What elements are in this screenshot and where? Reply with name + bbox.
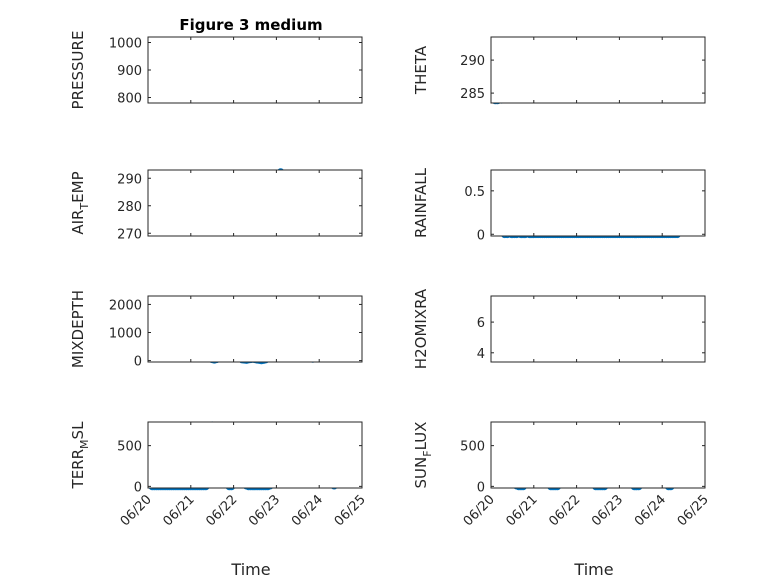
axes-frame	[147, 295, 363, 363]
x-axis-label-left: Time	[230, 560, 270, 579]
subplot-1: 800 900 1000 PRESSURE	[69, 31, 363, 110]
y-axis-label: H2OMIXRA	[412, 288, 430, 369]
axes-frame	[490, 36, 706, 104]
x-tick-label: 06/20	[118, 492, 155, 529]
y-tick-label: 6	[477, 316, 485, 331]
y-tick-label: 290	[117, 172, 142, 187]
subplot-6: 4 6 H2OMIXRA	[412, 288, 706, 369]
y-tick-label: 290	[460, 54, 485, 69]
y-tick-label: 1000	[109, 327, 142, 342]
y-tick-label: 4	[477, 347, 485, 362]
y-tick-label: 1000	[109, 37, 142, 52]
subplot-8: 0 500 06/20 06/21 06/22 06/23 06/24 06/25 SUNFLU…	[412, 421, 712, 529]
x-tick-label: 06/21	[161, 492, 198, 529]
y-tick-label: 285	[460, 87, 485, 102]
axes-frame	[490, 295, 706, 363]
axes-frame	[147, 421, 363, 489]
x-tick-label: 06/22	[203, 492, 240, 529]
x-tick-label: 06/22	[546, 492, 583, 529]
subplot-5: 0 1000 2000 MIXDEPTH	[69, 290, 363, 370]
y-axis-label: MIXDEPTH	[69, 290, 87, 368]
y-axis-label: RAINFALL	[412, 167, 430, 238]
x-tick-label: 06/25	[675, 492, 712, 529]
x-tick-label: 06/23	[589, 492, 626, 529]
y-tick-label: 900	[117, 64, 142, 79]
x-tick-label: 06/24	[289, 492, 326, 529]
axes-frame	[147, 36, 363, 104]
y-tick-label: 0	[477, 480, 485, 495]
y-tick-label: 500	[117, 440, 142, 455]
y-tick-label: 0	[134, 480, 142, 495]
y-axis-label: AIRTEMP	[69, 171, 91, 234]
y-tick-label: 270	[117, 227, 142, 242]
x-tick-label: 06/25	[332, 492, 369, 529]
y-axis-label: PRESSURE	[69, 31, 87, 110]
subplot-7: 0 500 06/20 06/21 06/22 06/23 06/24 06/25 TERRMS…	[69, 421, 369, 529]
y-tick-label: 0	[134, 355, 142, 370]
axes-frame	[147, 169, 363, 237]
y-tick-label: 500	[460, 440, 485, 455]
y-axis-label: TERRMSL	[69, 421, 91, 490]
y-tick-label: 280	[117, 200, 142, 215]
x-tick-label: 06/24	[632, 492, 669, 529]
y-tick-label: 800	[117, 92, 142, 107]
subplot-3: 270 280 290 AIRTEMP	[69, 168, 363, 242]
y-tick-label: 2000	[109, 298, 142, 313]
axes-frame	[490, 169, 706, 237]
y-tick-label: 0.5	[464, 185, 485, 200]
y-tick-label: 0	[477, 228, 485, 243]
x-tick-label: 06/20	[461, 492, 498, 529]
y-axis-label: SUNFLUX	[412, 422, 434, 489]
subplot-grid: 800 900 1000 PRESSURE 285 290 THETA 270 280 290 AI…	[69, 31, 712, 530]
subplot-4: 0 0.5 RAINFALL	[412, 167, 706, 243]
x-tick-label: 06/23	[246, 492, 283, 529]
y-axis-label: THETA	[412, 45, 430, 95]
subplot-2: 285 290 THETA	[412, 36, 706, 105]
axes-frame	[490, 421, 706, 489]
x-axis-label-right: Time	[573, 560, 613, 579]
x-tick-label: 06/21	[504, 492, 541, 529]
figure-title: Figure 3 medium	[179, 16, 322, 34]
